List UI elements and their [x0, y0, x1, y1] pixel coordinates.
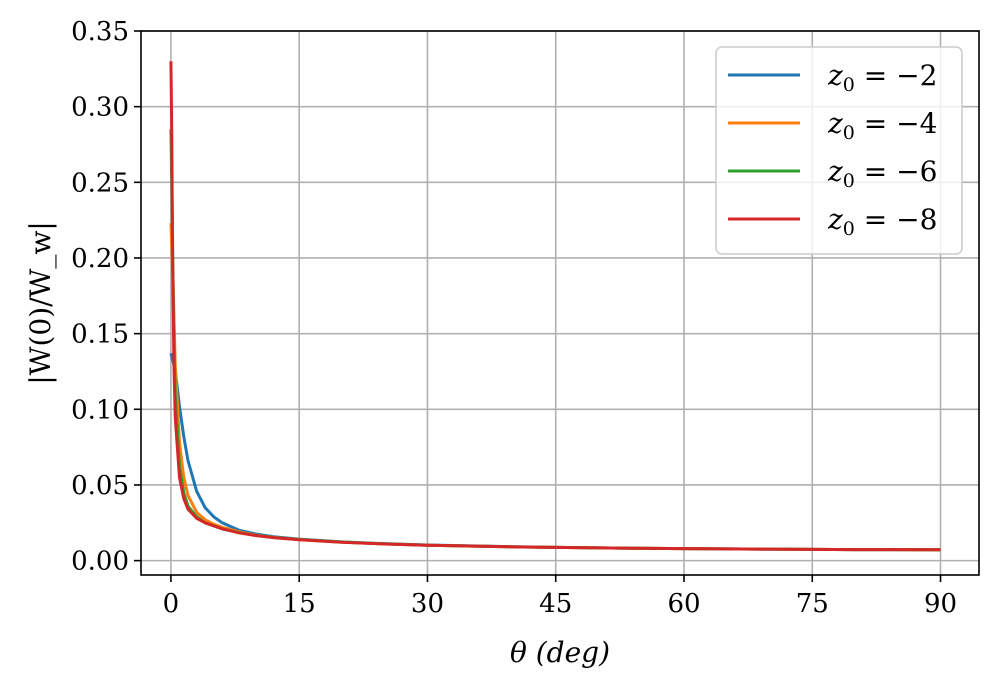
x-tick-label: 90	[924, 589, 957, 619]
y-tick-label: 0.00	[71, 547, 129, 577]
x-axis-label-text: θ (deg)	[510, 636, 610, 669]
ticks: 0 15 30 45 60 75 90 0.00 0.05 0.10 0.15 0.20 0.25 0.3…	[71, 17, 957, 619]
x-tick-label: 15	[283, 589, 316, 619]
series-line-4	[169, 61, 941, 552]
y-axis-label-text: |W(0)/W_w|	[24, 221, 57, 385]
x-axis-label: θ (deg)	[510, 636, 610, 669]
legend-label-1: z0 = −2	[827, 59, 937, 96]
legend: z0 = −2 z0 = −4 z0 = −6 z0 = −8	[715, 46, 963, 255]
legend-label-4: z0 = −8	[827, 203, 937, 240]
x-tick-label: 45	[539, 589, 572, 619]
legend-label-2: z0 = −4	[827, 107, 937, 144]
y-tick-label: 0.15	[71, 320, 129, 350]
y-tick-label: 0.20	[71, 244, 129, 274]
x-tick-label: 30	[411, 589, 444, 619]
y-tick-label: 0.30	[71, 93, 129, 123]
legend-label-3: z0 = −6	[827, 155, 937, 192]
y-tick-label: 0.35	[71, 17, 129, 47]
legend-box	[715, 46, 963, 255]
y-tick-label: 0.05	[71, 471, 129, 501]
y-axis-label: |W(0)/W_w|	[24, 221, 57, 385]
x-tick-label: 60	[667, 589, 700, 619]
y-tick-label: 0.10	[71, 395, 129, 425]
y-tick-label: 0.25	[71, 168, 129, 198]
series-group	[169, 61, 941, 552]
plot-frame	[140, 30, 980, 576]
x-tick-label: 0	[163, 589, 180, 619]
x-tick-label: 75	[796, 589, 829, 619]
